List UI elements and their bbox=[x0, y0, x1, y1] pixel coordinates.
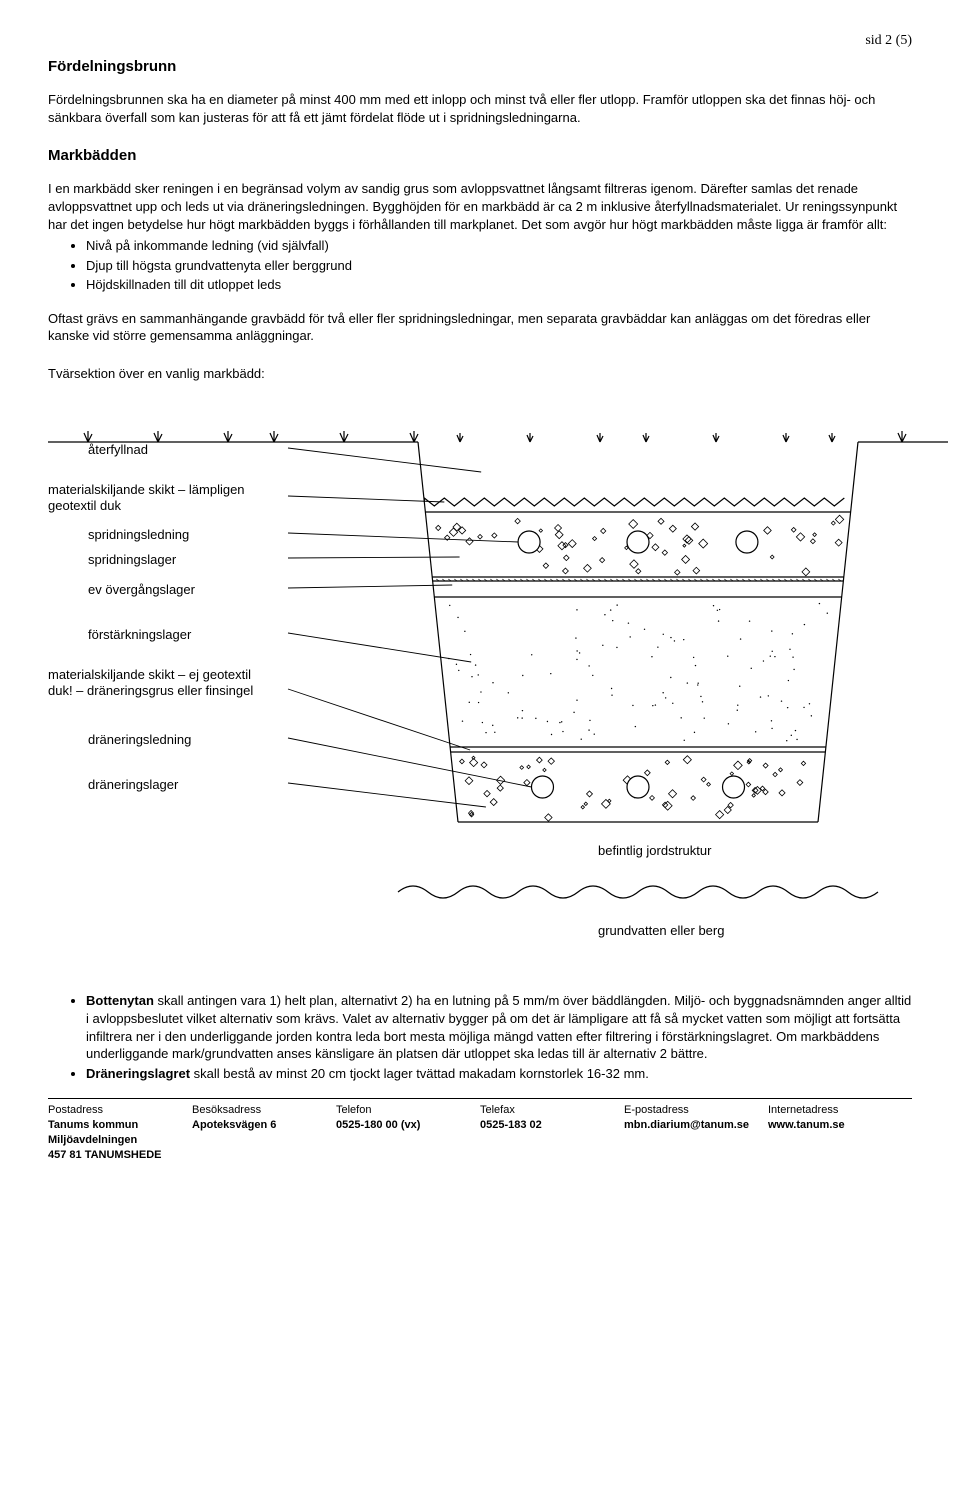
paragraph: Fördelningsbrunnen ska ha en diameter på… bbox=[48, 91, 912, 126]
footer-value: mbn.diarium@tanum.se bbox=[624, 1118, 768, 1133]
strong-text: Bottenytan bbox=[86, 993, 154, 1008]
heading-markbadden: Markbädden bbox=[48, 146, 912, 166]
list-item: Dräneringslagret skall bestå av minst 20… bbox=[86, 1065, 912, 1083]
footer-header: Internetadress bbox=[768, 1103, 912, 1118]
page-number: sid 2 (5) bbox=[48, 32, 912, 51]
strong-text: Dräneringslagret bbox=[86, 1066, 190, 1081]
paragraph: I en markbädd sker reningen i en begräns… bbox=[48, 180, 912, 233]
label-befintlig: befintlig jordstruktur bbox=[598, 842, 711, 860]
text: skall bestå av minst 20 cm tjockt lager … bbox=[190, 1066, 649, 1081]
bullet-list: Nivå på inkommande ledning (vid självfal… bbox=[86, 237, 912, 294]
paragraph: Tvärsektion över en vanlig markbädd: bbox=[48, 365, 912, 383]
label-grundvatten: grundvatten eller berg bbox=[598, 922, 724, 940]
footer-values: Tanums kommun Apoteksvägen 6 0525-180 00… bbox=[48, 1118, 912, 1133]
list-item: Höjdskillnaden till dit utloppet leds bbox=[86, 276, 912, 294]
footer-value: Tanums kommun bbox=[48, 1118, 192, 1133]
footer-header: Postadress bbox=[48, 1103, 192, 1118]
list-item: Djup till högsta grundvattenyta eller be… bbox=[86, 257, 912, 275]
list-item: Bottenytan skall antingen vara 1) helt p… bbox=[86, 992, 912, 1062]
footer-header: Besöksadress bbox=[192, 1103, 336, 1118]
footer-value: 0525-183 02 bbox=[480, 1118, 624, 1133]
diagram-svg bbox=[48, 402, 948, 962]
footer-header: E-postadress bbox=[624, 1103, 768, 1118]
page-footer: Postadress Besöksadress Telefon Telefax … bbox=[48, 1098, 912, 1162]
footer-value: Apoteksvägen 6 bbox=[192, 1118, 336, 1133]
footer-value: 0525-180 00 (vx) bbox=[336, 1118, 480, 1133]
paragraph: Oftast grävs en sammanhängande gravbädd … bbox=[48, 310, 912, 345]
footer-headers: Postadress Besöksadress Telefon Telefax … bbox=[48, 1103, 912, 1118]
bottom-bullet-list: Bottenytan skall antingen vara 1) helt p… bbox=[86, 992, 912, 1082]
footer-header: Telefon bbox=[336, 1103, 480, 1118]
heading-fordelningsbrunn: Fördelningsbrunn bbox=[48, 57, 912, 77]
footer-sub: Miljöavdelningen bbox=[48, 1133, 912, 1148]
text: skall antingen vara 1) helt plan, altern… bbox=[86, 993, 911, 1061]
footer-sub: 457 81 TANUMSHEDE bbox=[48, 1148, 912, 1163]
list-item: Nivå på inkommande ledning (vid självfal… bbox=[86, 237, 912, 255]
footer-value: www.tanum.se bbox=[768, 1118, 912, 1133]
footer-header: Telefax bbox=[480, 1103, 624, 1118]
cross-section-diagram: återfyllnad materialskiljande skikt – lä… bbox=[48, 402, 912, 972]
